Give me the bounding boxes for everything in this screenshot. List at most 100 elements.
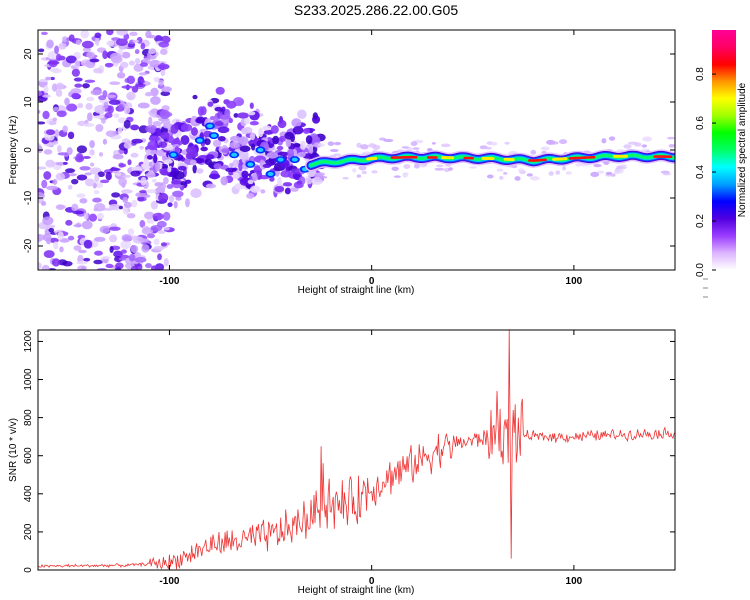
snr-x-ticks: -100 0 100 xyxy=(159,330,583,587)
snr-y-label: SNR (10 * v/v) xyxy=(8,418,19,482)
spectrogram-noise-cell xyxy=(43,250,55,259)
spectrogram-noise-cell xyxy=(124,102,133,109)
spectrogram-turbulent-cell xyxy=(190,115,198,125)
spectrogram-noise-cell xyxy=(104,112,113,119)
spectrogram-noise-cell xyxy=(93,259,103,265)
spectrogram-noise-cell xyxy=(122,206,129,215)
spectrogram-noise-cell xyxy=(86,51,96,59)
spectrogram-noise-cell xyxy=(116,30,128,36)
spectrogram-ridge xyxy=(305,149,675,172)
snr-y-tick-label: 800 xyxy=(23,409,34,426)
spectrogram-noise-cell xyxy=(76,174,88,181)
spectrogram-turbulent-cell xyxy=(252,173,258,182)
spectrogram-noise-cell xyxy=(51,258,61,267)
spectrogram-noise-cell xyxy=(152,212,164,221)
spectrogram-halo-cell xyxy=(383,138,394,143)
spectrogram-noise-cell xyxy=(56,110,67,118)
spectrogram-turbulent-cell xyxy=(180,123,193,132)
spectrogram-noise-cell xyxy=(121,51,131,59)
spectrogram-hot-core xyxy=(210,133,217,138)
spectrogram-turbulent-cell xyxy=(158,141,168,148)
chart-title: S233.2025.286.22.00.G05 xyxy=(294,2,458,18)
spectrogram-noise-cell xyxy=(65,219,73,226)
spectrogram-halo-cell xyxy=(499,176,504,180)
spectrogram-noise-cell xyxy=(122,196,129,204)
spectrogram-halo-cell xyxy=(562,165,567,171)
spectrogram-y-label: Frequency (Hz) xyxy=(8,116,19,185)
spectrogram-turbulent-cell xyxy=(232,172,240,180)
spectrogram-noise-cell xyxy=(127,159,132,166)
spectrogram-noise-cell xyxy=(144,91,153,97)
spectrogram-noise-cell xyxy=(56,82,64,90)
spectrogram-noise-cell xyxy=(86,96,95,102)
spectrogram-turbulent-cell xyxy=(272,135,280,145)
spectrogram-background xyxy=(38,30,675,270)
spectrogram-turbulent-cell xyxy=(180,135,190,146)
spectrogram-noise-cell xyxy=(47,67,60,72)
spectrogram-noise-cell xyxy=(41,200,47,206)
spectrogram-turbulent-cell xyxy=(208,173,221,180)
spectrogram-noise-cell xyxy=(109,81,121,85)
spectrogram-turbulent-cell xyxy=(299,140,307,151)
spectrogram-noise-cell xyxy=(82,47,92,53)
spectrogram-noise-cell xyxy=(160,242,167,247)
spectrogram-turbulent-cell xyxy=(277,176,282,187)
spectrogram-noise-cell xyxy=(38,121,46,125)
spectrogram-halo-cell xyxy=(541,150,547,154)
spectrogram-y-tick-label: 20 xyxy=(23,48,34,60)
spectrogram-noise-cell xyxy=(48,227,55,233)
spectrogram-noise-cell xyxy=(105,171,112,181)
spectrogram-noise-cell xyxy=(71,203,79,212)
spectrogram-turbulent-cell xyxy=(229,135,241,142)
spectrogram-turbulent-cell xyxy=(196,168,204,174)
spectrogram-halo-cell xyxy=(313,176,321,182)
spectrogram-noise-cell xyxy=(57,152,69,156)
spectrogram-halo-cell xyxy=(601,138,607,144)
spectrogram-noise-cell xyxy=(147,233,155,239)
spectrogram-noise-cell xyxy=(68,173,77,177)
spectrogram-halo-cell xyxy=(641,144,648,148)
spectrogram-noise-cell xyxy=(89,58,100,63)
spectrogram-halo-cell xyxy=(623,144,632,149)
spectrogram-noise-cell xyxy=(121,85,133,89)
spectrogram-noise-cell xyxy=(97,171,105,178)
spectrogram-noise-cell xyxy=(143,158,150,168)
spectrogram-noise-cell xyxy=(112,153,124,160)
spectrogram-noise-cell xyxy=(83,239,93,249)
spectrogram-noise-cell xyxy=(71,178,79,185)
spectrogram-turbulent-cell xyxy=(249,132,256,141)
spectrogram-halo-cell xyxy=(436,164,444,168)
spectrogram-noise-cell xyxy=(80,30,90,39)
spectrogram-noise-cell xyxy=(50,76,55,81)
spectrogram-halo-cell xyxy=(448,167,454,171)
spectrogram-noise-cell xyxy=(106,40,115,46)
spectrogram-turbulent-cell xyxy=(274,186,285,193)
spectrogram-turbulent-cell xyxy=(147,127,156,134)
spectrogram-turbulent-cell xyxy=(173,201,178,209)
spectrogram-noise-cell xyxy=(145,263,152,269)
snr-x-tick-label: 100 xyxy=(566,576,583,587)
spectrogram-turbulent-cell xyxy=(229,141,240,149)
spectrogram-halo-cell xyxy=(342,176,349,180)
spectrogram-turbulent-cell xyxy=(287,148,295,159)
spectrogram-noise-cell xyxy=(141,227,154,235)
spectrogram-turbulent-cell xyxy=(262,163,272,168)
spectrogram-noise-cell xyxy=(161,86,172,93)
spectrogram-turbulent-cell xyxy=(166,184,174,189)
spectrogram-turbulent-cell xyxy=(217,126,230,134)
spectrogram-noise-cell xyxy=(93,190,100,195)
spectrogram-noise-cell xyxy=(42,216,54,226)
spectrogram-turbulent-cell xyxy=(297,109,307,120)
spectrogram-noise-cell xyxy=(159,48,168,56)
spectrogram-turbulent-cell xyxy=(278,135,286,143)
spectrogram-noise-cell xyxy=(99,225,111,234)
spectrogram-noise-cell xyxy=(83,212,89,220)
spectrogram-noise-cell xyxy=(129,31,138,36)
spectrogram-noise-cell xyxy=(158,79,164,86)
spectrogram-turbulent-cell xyxy=(239,145,251,152)
spectrogram-ridge-red xyxy=(528,158,547,162)
colorbar: 0.0 0.2 0.4 0.6 0.8 Normalized spectral ampl… xyxy=(695,30,748,298)
spectrogram-noise-cell xyxy=(55,204,65,210)
spectrogram-turbulent-cell xyxy=(214,121,224,127)
spectrogram-noise-cell xyxy=(90,89,103,96)
